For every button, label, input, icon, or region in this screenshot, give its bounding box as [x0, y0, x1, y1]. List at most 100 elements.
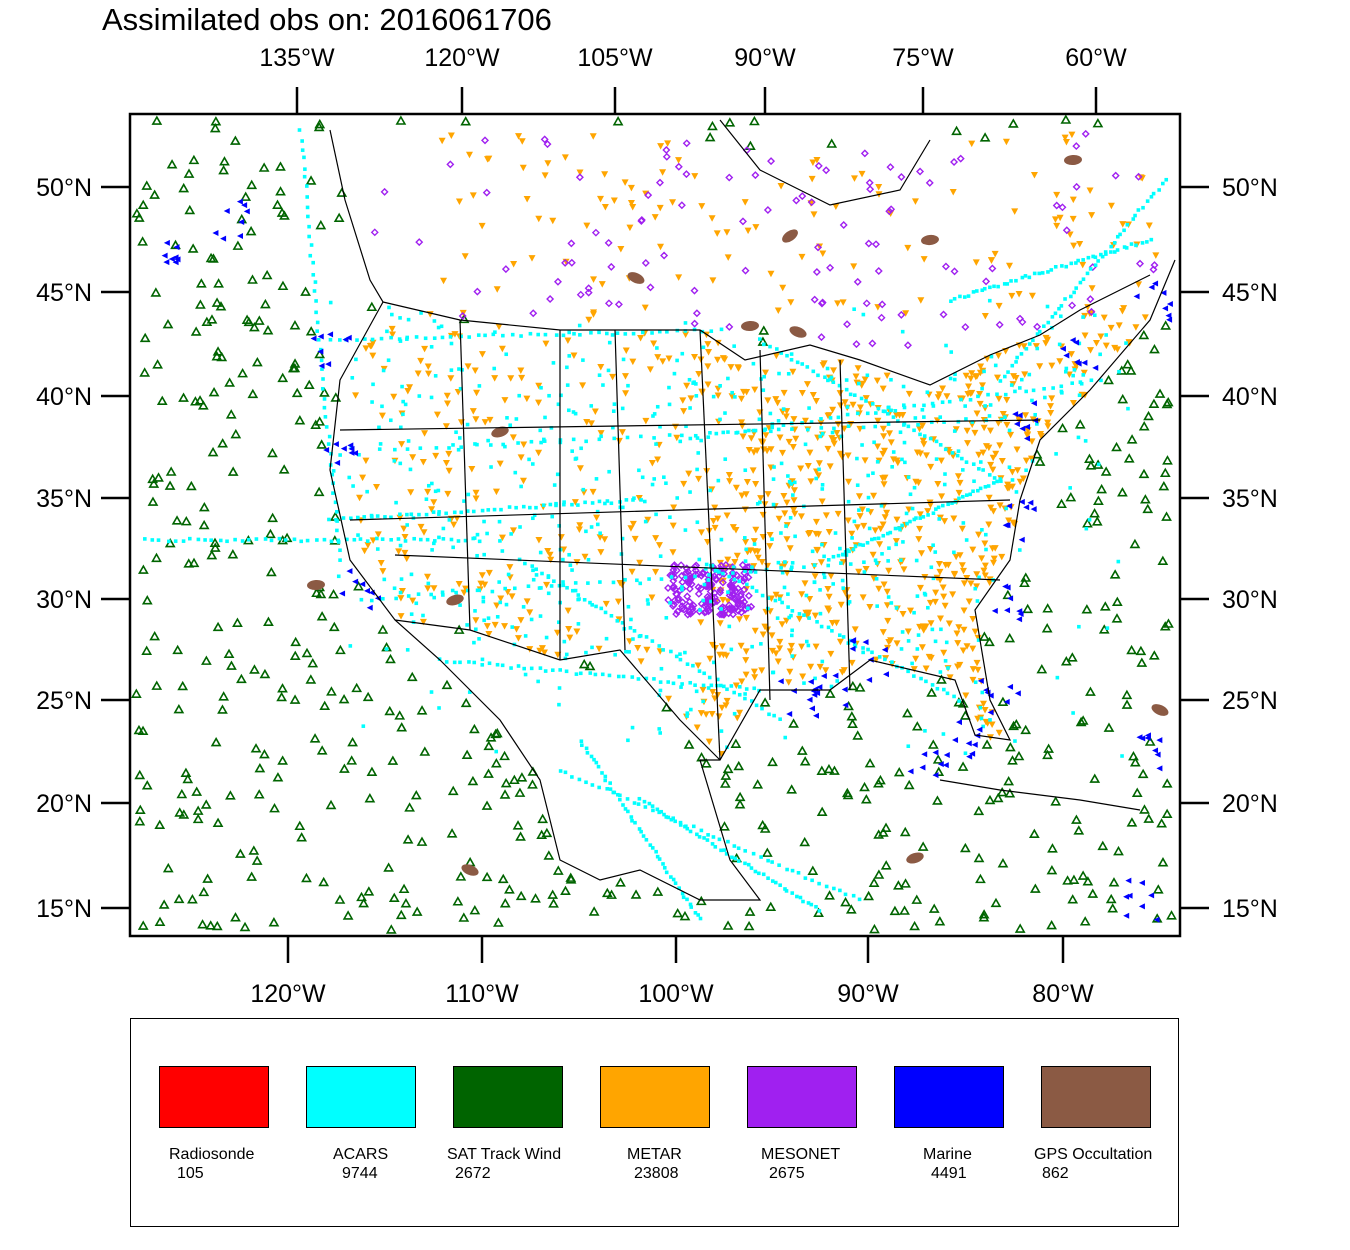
metar-point: [758, 667, 766, 674]
mesonet-point: [877, 313, 886, 322]
sat-track-wind-point: [601, 887, 613, 898]
metar-point: [832, 203, 840, 211]
metar-point: [922, 452, 930, 459]
sat-track-wind-point: [137, 920, 149, 930]
mesonet-point: [567, 258, 576, 267]
acars-point: [1054, 452, 1058, 456]
acars-point: [991, 481, 996, 485]
acars-point: [432, 319, 437, 323]
acars-point: [971, 290, 976, 294]
metar-point: [1008, 292, 1016, 300]
acars-point: [998, 477, 1003, 481]
metar-point: [752, 480, 760, 488]
acars-point: [683, 321, 688, 325]
acars-point: [612, 402, 617, 406]
acars-point: [922, 434, 927, 438]
metar-point: [699, 686, 707, 694]
acars-point: [702, 836, 706, 840]
acars-point: [528, 505, 532, 510]
acars-point: [639, 434, 643, 439]
acars-point: [761, 388, 766, 392]
metar-point: [1005, 262, 1013, 270]
acars-point: [817, 467, 821, 472]
acars-point: [771, 477, 776, 481]
metar-point: [430, 499, 438, 506]
acars-point: [550, 668, 555, 672]
sat-track-wind-point: [1157, 857, 1169, 867]
sat-track-wind-point: [1077, 870, 1089, 880]
mesonet-point: [685, 584, 694, 593]
acars-point: [650, 331, 654, 335]
acars-point: [743, 849, 748, 853]
metar-point: [1008, 483, 1016, 491]
acars-point: [498, 539, 502, 543]
acars-point: [709, 683, 714, 688]
metar-point: [641, 304, 649, 312]
acars-point: [855, 456, 859, 461]
metar-point: [523, 598, 531, 605]
sat-track-wind-point: [191, 786, 203, 796]
acars-point: [579, 739, 584, 744]
acars-point: [534, 505, 538, 510]
acars-point: [726, 839, 730, 844]
acars-point: [989, 354, 994, 359]
acars-point: [330, 472, 335, 477]
acars-point: [757, 337, 762, 341]
sat-track-wind-point: [272, 772, 284, 782]
acars-point: [389, 335, 393, 340]
acars-point: [414, 601, 419, 606]
acars-point: [552, 579, 556, 583]
acars-point: [894, 542, 898, 547]
sat-track-wind-point: [928, 903, 940, 913]
mesonet-point: [982, 277, 991, 286]
sat-track-wind-point: [182, 773, 194, 784]
acars-point: [942, 420, 946, 424]
acars-point: [509, 532, 513, 536]
acars-point: [947, 399, 952, 404]
marine-point: [977, 677, 984, 684]
sat-track-wind-point: [208, 253, 219, 263]
metar-point: [954, 473, 962, 480]
acars-point: [820, 431, 825, 436]
sat-track-wind-point: [1046, 864, 1058, 875]
acars-point: [590, 501, 595, 505]
metar-point: [993, 374, 1001, 382]
metar-point: [880, 481, 888, 488]
acars-point: [790, 628, 794, 633]
metar-point: [708, 710, 716, 718]
acars-point: [331, 491, 335, 495]
metar-point: [767, 446, 775, 453]
metar-point: [939, 385, 947, 392]
acars-point: [683, 650, 687, 655]
acars-point: [974, 289, 979, 293]
metar-point: [549, 217, 557, 225]
marine-point: [1073, 339, 1080, 346]
sat-track-wind-point: [461, 749, 473, 759]
sat-track-wind-point: [745, 140, 756, 150]
acars-point: [432, 541, 436, 546]
acars-point: [534, 567, 538, 572]
metar-point: [713, 230, 721, 237]
acars-point: [792, 480, 797, 485]
metar-point: [1027, 455, 1035, 463]
acars-point: [876, 536, 881, 541]
metar-point: [395, 548, 403, 555]
acars-point: [576, 503, 580, 507]
acars-point: [872, 440, 876, 445]
acars-point: [624, 498, 629, 502]
acars-point: [534, 573, 539, 577]
sat-track-wind-point: [612, 116, 624, 126]
mesonet-point: [1111, 171, 1120, 180]
metar-point: [812, 530, 820, 538]
acars-point: [1053, 264, 1058, 269]
acars-point: [609, 501, 614, 506]
acars-point: [846, 424, 851, 429]
metar-point: [809, 392, 817, 399]
acars-point: [444, 660, 449, 664]
acars-point: [451, 443, 455, 447]
acars-point: [766, 876, 770, 881]
sat-track-wind-point: [309, 733, 321, 743]
map-frame: [128, 112, 1182, 938]
metar-point: [916, 450, 924, 457]
acars-point: [644, 635, 649, 639]
